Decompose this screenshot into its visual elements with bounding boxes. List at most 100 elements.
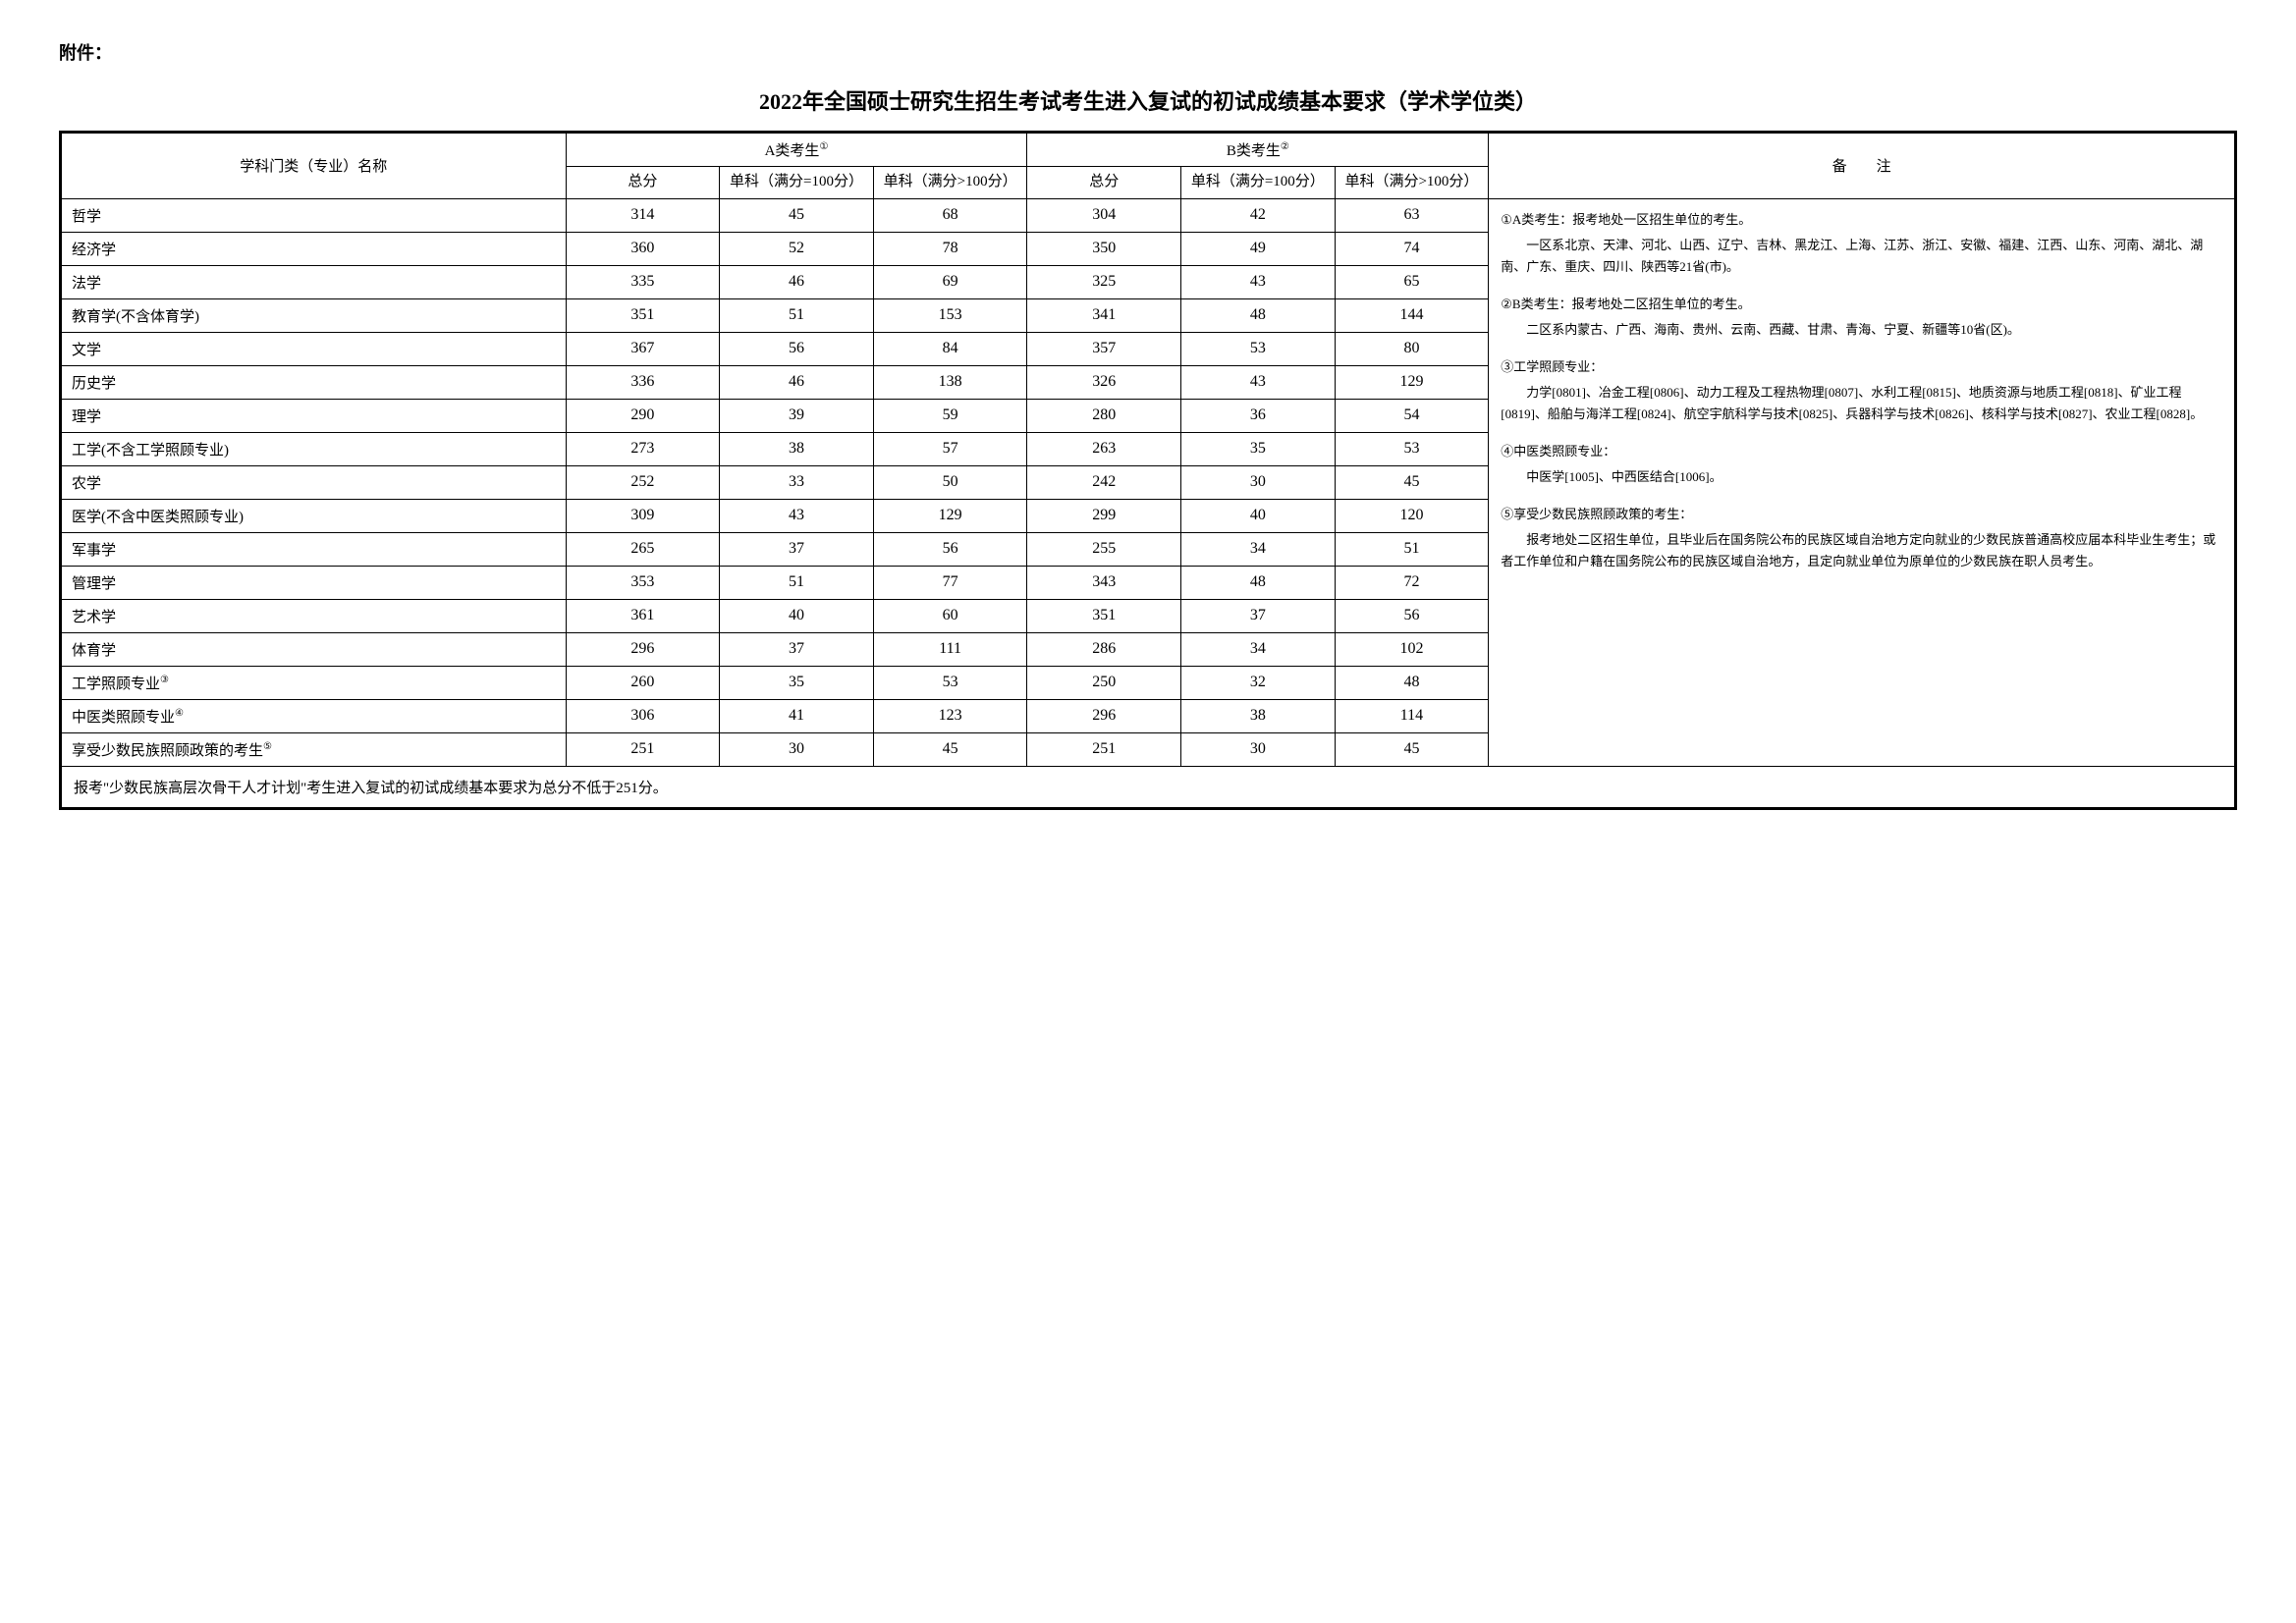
header-a-g100: 单科（满分>100分） — [873, 167, 1027, 199]
score-cell: 48 — [1335, 666, 1489, 699]
subject-name: 艺术学 — [61, 599, 567, 632]
score-cell: 357 — [1027, 332, 1181, 365]
subject-name: 医学(不含中医类照顾专业) — [61, 499, 567, 532]
score-cell: 39 — [720, 399, 874, 432]
score-cell: 65 — [1335, 265, 1489, 298]
notes-cell: ①A类考生：报考地处一区招生单位的考生。 一区系北京、天津、河北、山西、辽宁、吉… — [1489, 198, 2236, 766]
score-cell: 33 — [720, 465, 874, 499]
score-cell: 367 — [566, 332, 720, 365]
score-cell: 48 — [1181, 566, 1336, 599]
score-cell: 138 — [873, 365, 1027, 399]
score-cell: 40 — [720, 599, 874, 632]
score-cell: 57 — [873, 432, 1027, 465]
header-notes: 备 注 — [1489, 133, 2236, 199]
header-a-s100: 单科（满分=100分） — [720, 167, 874, 199]
subject-name: 体育学 — [61, 632, 567, 666]
score-cell: 336 — [566, 365, 720, 399]
score-cell: 45 — [1335, 465, 1489, 499]
score-cell: 46 — [720, 265, 874, 298]
header-b-g100: 单科（满分>100分） — [1335, 167, 1489, 199]
score-cell: 37 — [720, 632, 874, 666]
score-cell: 51 — [720, 298, 874, 332]
subject-name: 哲学 — [61, 198, 567, 232]
score-cell: 353 — [566, 566, 720, 599]
footer-note: 报考"少数民族高层次骨干人才计划"考生进入复试的初试成绩基本要求为总分不低于25… — [61, 766, 2236, 808]
score-cell: 56 — [720, 332, 874, 365]
header-group-a: A类考生① — [566, 133, 1027, 167]
score-cell: 296 — [1027, 699, 1181, 732]
attachment-label: 附件： — [59, 39, 2237, 65]
score-cell: 343 — [1027, 566, 1181, 599]
score-cell: 280 — [1027, 399, 1181, 432]
table-row: 哲学31445683044263①A类考生：报考地处一区招生单位的考生。 一区系… — [61, 198, 2236, 232]
score-cell: 306 — [566, 699, 720, 732]
score-cell: 153 — [873, 298, 1027, 332]
score-cell: 30 — [720, 732, 874, 766]
score-cell: 49 — [1181, 232, 1336, 265]
score-cell: 40 — [1181, 499, 1336, 532]
subject-name: 中医类照顾专业④ — [61, 699, 567, 732]
subject-name: 工学(不含工学照顾专业) — [61, 432, 567, 465]
score-cell: 46 — [720, 365, 874, 399]
score-cell: 36 — [1181, 399, 1336, 432]
header-a-total: 总分 — [566, 167, 720, 199]
score-cell: 53 — [1335, 432, 1489, 465]
score-cell: 251 — [1027, 732, 1181, 766]
score-cell: 43 — [1181, 265, 1336, 298]
score-cell: 30 — [1181, 465, 1336, 499]
score-cell: 72 — [1335, 566, 1489, 599]
score-cell: 77 — [873, 566, 1027, 599]
score-cell: 255 — [1027, 532, 1181, 566]
score-cell: 111 — [873, 632, 1027, 666]
score-cell: 43 — [720, 499, 874, 532]
header-b-total: 总分 — [1027, 167, 1181, 199]
score-cell: 56 — [1335, 599, 1489, 632]
score-cell: 360 — [566, 232, 720, 265]
score-cell: 45 — [720, 198, 874, 232]
score-cell: 37 — [720, 532, 874, 566]
score-cell: 120 — [1335, 499, 1489, 532]
score-cell: 290 — [566, 399, 720, 432]
score-cell: 30 — [1181, 732, 1336, 766]
score-cell: 296 — [566, 632, 720, 666]
score-cell: 286 — [1027, 632, 1181, 666]
score-cell: 350 — [1027, 232, 1181, 265]
score-cell: 51 — [720, 566, 874, 599]
header-group-b: B类考生② — [1027, 133, 1489, 167]
score-cell: 52 — [720, 232, 874, 265]
score-cell: 242 — [1027, 465, 1181, 499]
score-cell: 250 — [1027, 666, 1181, 699]
score-cell: 102 — [1335, 632, 1489, 666]
subject-name: 管理学 — [61, 566, 567, 599]
score-cell: 35 — [720, 666, 874, 699]
score-cell: 56 — [873, 532, 1027, 566]
score-cell: 60 — [873, 599, 1027, 632]
score-cell: 45 — [873, 732, 1027, 766]
score-cell: 114 — [1335, 699, 1489, 732]
score-cell: 68 — [873, 198, 1027, 232]
score-cell: 304 — [1027, 198, 1181, 232]
subject-name: 农学 — [61, 465, 567, 499]
page-title: 2022年全国硕士研究生招生考试考生进入复试的初试成绩基本要求（学术学位类） — [59, 84, 2237, 116]
score-cell: 53 — [1181, 332, 1336, 365]
score-cell: 129 — [873, 499, 1027, 532]
score-cell: 54 — [1335, 399, 1489, 432]
subject-name: 工学照顾专业③ — [61, 666, 567, 699]
score-table: 学科门类（专业）名称 A类考生① B类考生② 备 注 总分 单科（满分=100分… — [59, 131, 2237, 810]
score-cell: 43 — [1181, 365, 1336, 399]
score-cell: 48 — [1181, 298, 1336, 332]
score-cell: 34 — [1181, 532, 1336, 566]
score-cell: 45 — [1335, 732, 1489, 766]
score-cell: 63 — [1335, 198, 1489, 232]
score-cell: 51 — [1335, 532, 1489, 566]
subject-name: 经济学 — [61, 232, 567, 265]
score-cell: 38 — [1181, 699, 1336, 732]
score-cell: 273 — [566, 432, 720, 465]
score-cell: 35 — [1181, 432, 1336, 465]
subject-name: 教育学(不含体育学) — [61, 298, 567, 332]
score-cell: 260 — [566, 666, 720, 699]
score-cell: 34 — [1181, 632, 1336, 666]
score-cell: 144 — [1335, 298, 1489, 332]
score-cell: 265 — [566, 532, 720, 566]
score-cell: 251 — [566, 732, 720, 766]
